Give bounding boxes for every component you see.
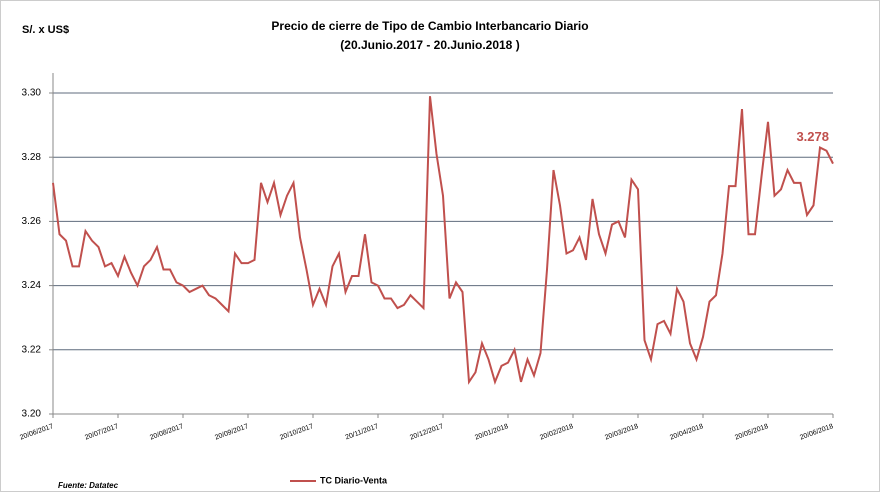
y-tick-label: 3.20 [22,409,42,420]
y-tick-label: 3.30 [22,88,42,99]
end-value-label: 3.278 [796,129,829,144]
chart-subtitle: (20.Junio.2017 - 20.Junio.2018 ) [340,38,519,52]
source: Fuente: Datatec [58,481,119,490]
chart-title: Precio de cierre de Tipo de Cambio Inter… [271,19,588,33]
legend-label: TC Diario-Venta [320,475,388,485]
y-axis-label: S/. x US$ [22,24,69,36]
series-line [52,96,834,385]
y-tick-label: 3.22 [22,344,42,355]
y-tick-label: 3.28 [22,152,42,163]
y-tick-label: 3.26 [22,216,42,227]
y-tick-label: 3.24 [22,280,42,291]
